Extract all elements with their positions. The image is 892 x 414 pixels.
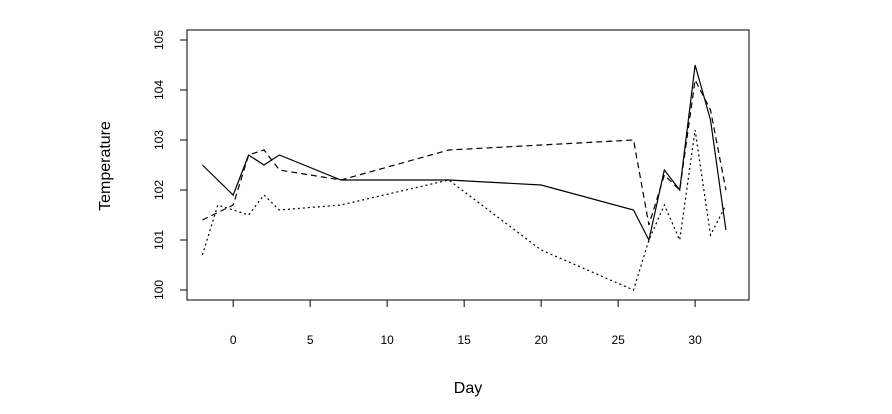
x-tick-label: 0 (230, 333, 237, 347)
series-line-solid (201, 64, 727, 242)
series-line-dashed (202, 78, 727, 226)
y-tick-label: 103 (152, 130, 166, 150)
plot-frame (186, 29, 750, 301)
series-line-dotted (201, 129, 727, 291)
x-axis: 0 5 10 15 20 25 30 (230, 299, 702, 347)
y-axis: 100 101 102 103 104 105 (152, 30, 188, 300)
y-axis-title: Temperature (97, 121, 114, 211)
series-layer (201, 64, 727, 291)
y-tick-label: 105 (152, 30, 166, 50)
x-tick-label: 10 (380, 333, 394, 347)
x-tick-label: 30 (688, 333, 702, 347)
x-tick-label: 15 (457, 333, 471, 347)
y-tick-label: 100 (152, 280, 166, 300)
y-tick-label: 102 (152, 180, 166, 200)
y-tick-label: 101 (152, 230, 166, 250)
x-tick-label: 20 (534, 333, 548, 347)
x-tick-label: 5 (307, 333, 314, 347)
x-axis-title: Day (454, 380, 482, 397)
x-tick-label: 25 (611, 333, 625, 347)
y-tick-label: 104 (152, 80, 166, 100)
